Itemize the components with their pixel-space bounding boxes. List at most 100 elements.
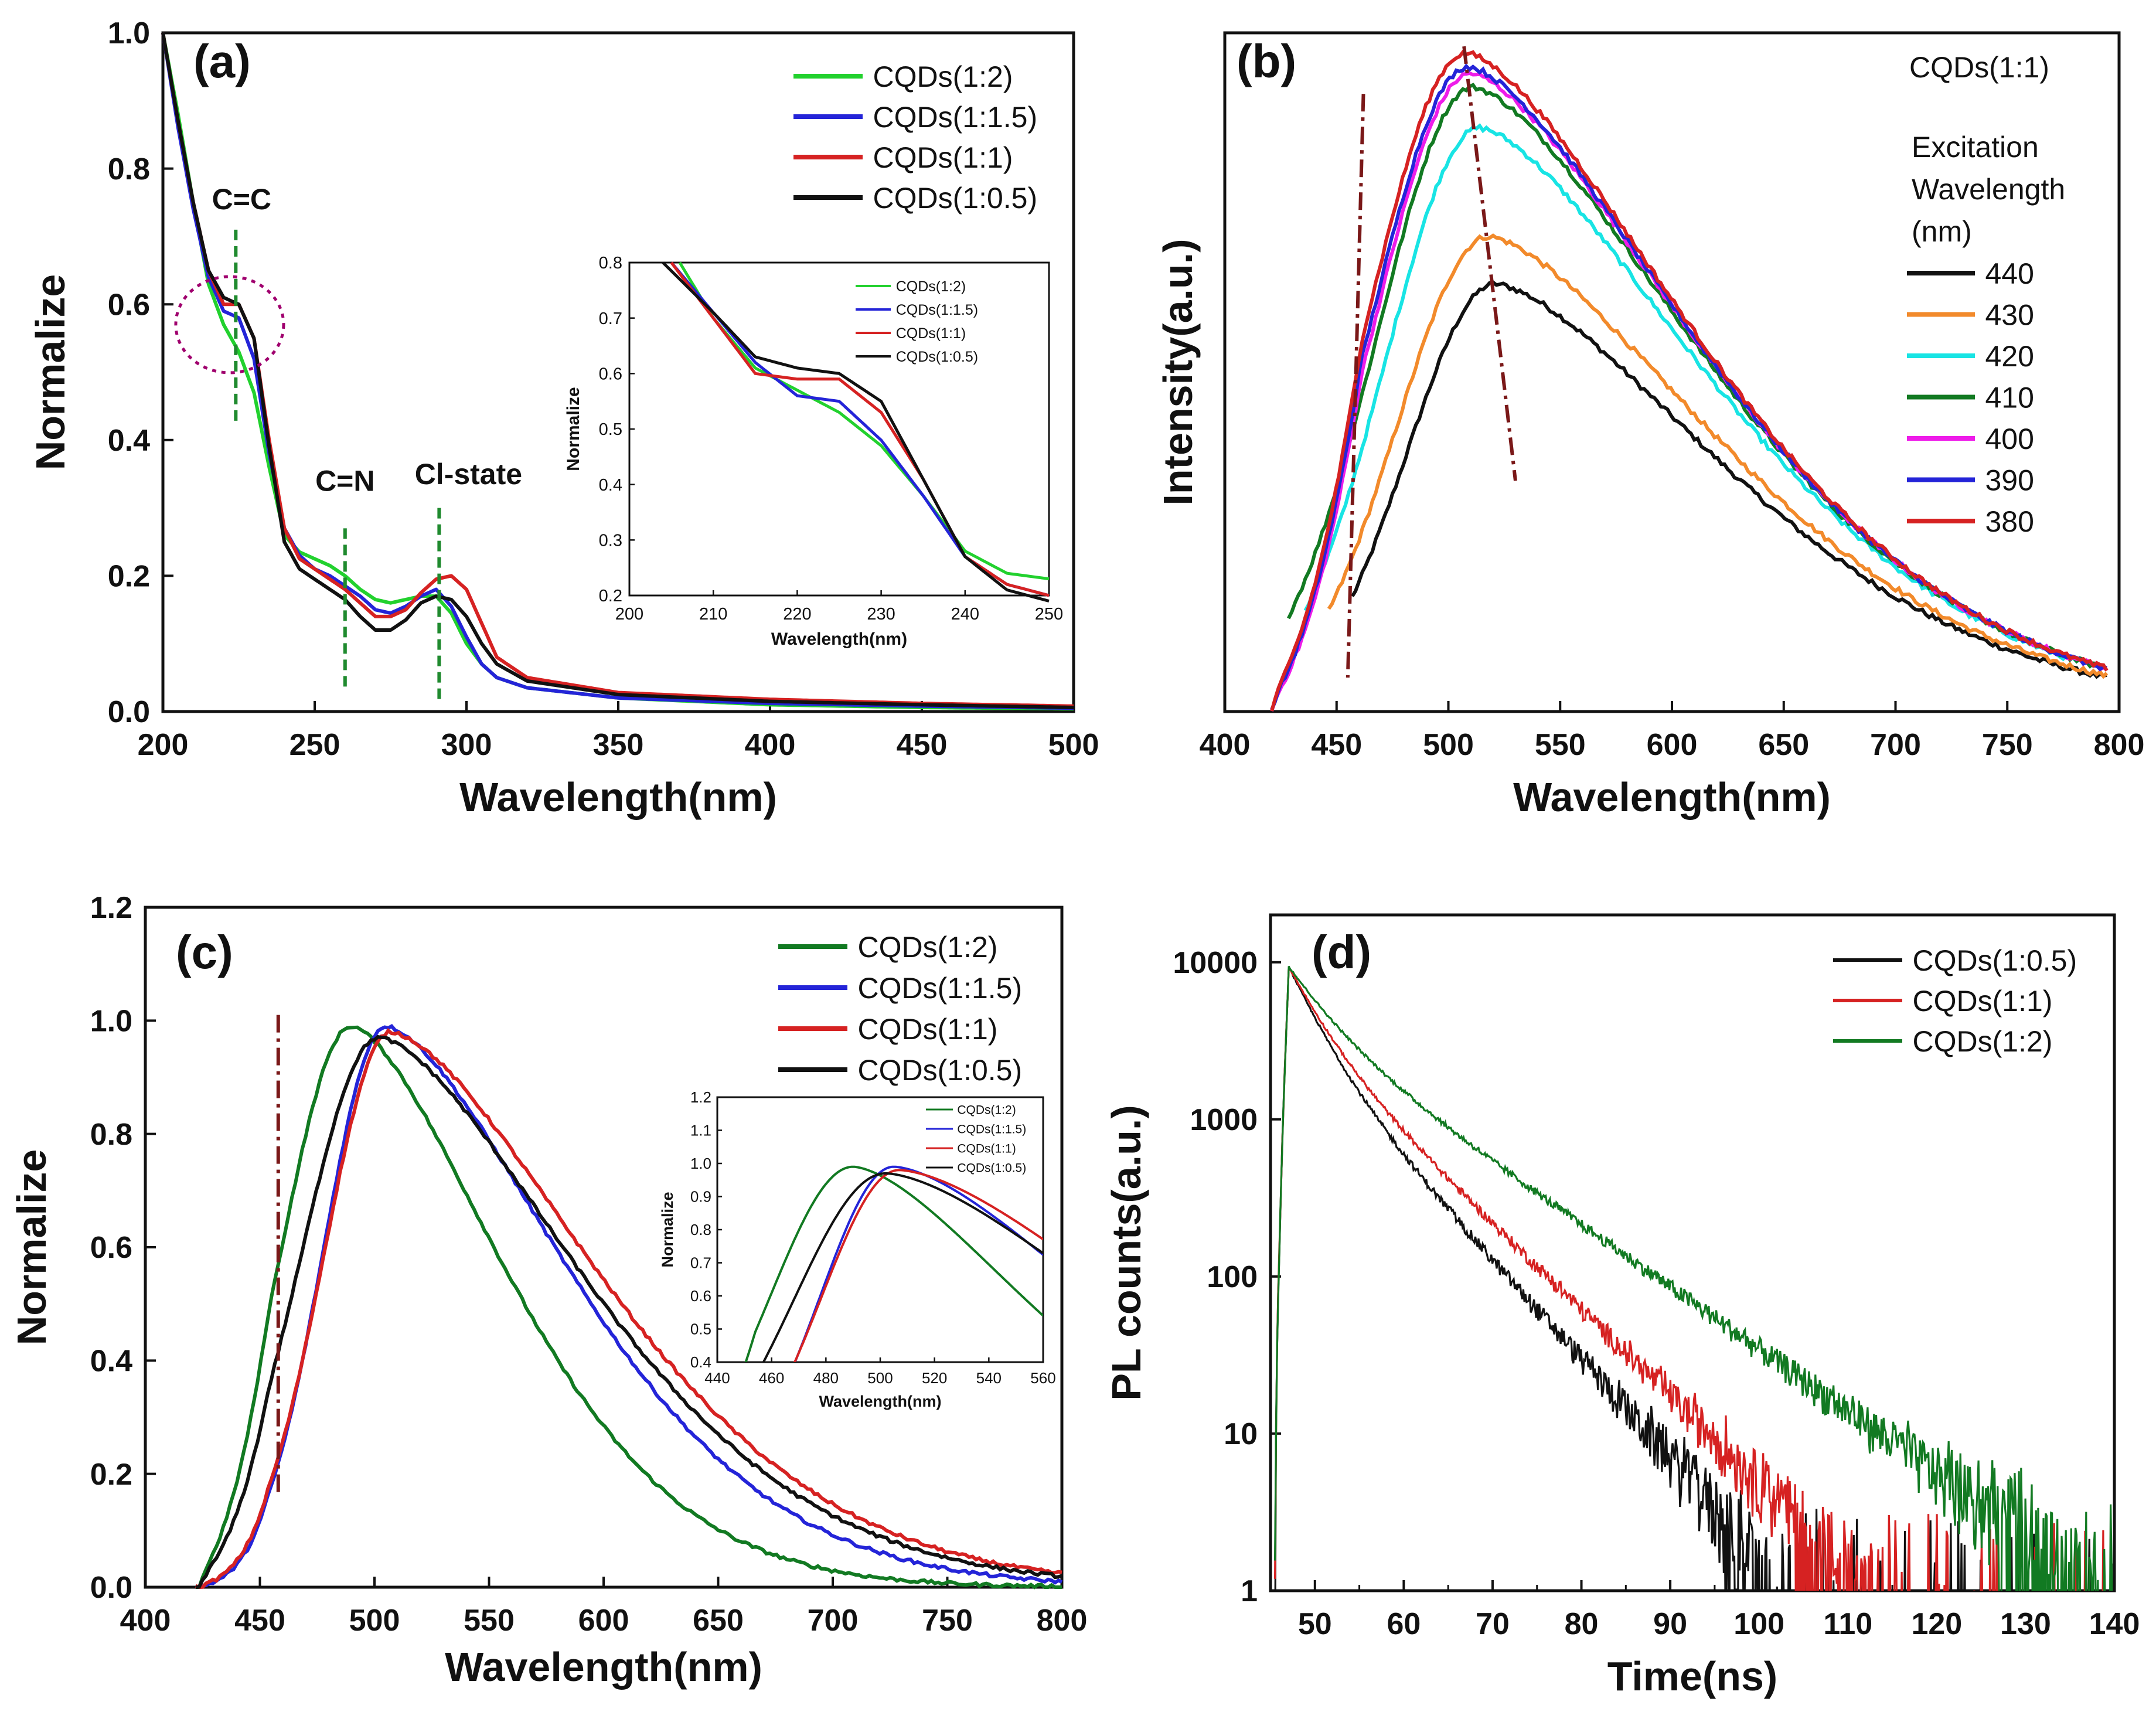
x-tick-label: 450 xyxy=(897,728,948,762)
panel-label: (b) xyxy=(1237,35,1296,87)
series-line-2 xyxy=(1327,233,2109,679)
legend-label: CQDs(1:1) xyxy=(858,1013,998,1046)
inset-a: 200 210 220 230 240 250 0.2 0.3 0.4 0.5 0.6 0.7 0.8 W… xyxy=(564,254,1063,649)
y-tick-label: 0.0 xyxy=(108,695,150,729)
legend-label: 440 xyxy=(1985,257,2034,290)
series-line-1 xyxy=(1274,967,2113,1591)
inset-series-line-3 xyxy=(670,261,1050,597)
x-tick-label: 210 xyxy=(699,605,727,624)
x-tick-label: 500 xyxy=(349,1604,400,1638)
x-axis-title: Time(ns) xyxy=(1607,1653,1777,1699)
legend-label: CQDs(1:1.5) xyxy=(873,101,1038,134)
x-tick-label: 650 xyxy=(1758,728,1809,762)
x-axis-title: Wavelength(nm) xyxy=(445,1644,762,1690)
series-line-7 xyxy=(1270,49,2109,712)
x-tick-label: 600 xyxy=(1647,728,1698,762)
x-tick-label: 120 xyxy=(1911,1607,1962,1641)
y-tick-label: 0.4 xyxy=(690,1353,711,1371)
inset-series-line-4 xyxy=(662,261,1050,603)
x-tick-label: 500 xyxy=(1423,728,1474,762)
legend-label: CQDs(1:2) xyxy=(957,1104,1016,1117)
y-tick-label: 0.4 xyxy=(599,476,622,495)
x-tick-label: 250 xyxy=(289,728,340,762)
y-tick-label: 0.8 xyxy=(108,152,150,186)
y-tick-label: 0.7 xyxy=(599,309,622,328)
y-tick-label: 0.4 xyxy=(90,1345,132,1379)
legend-label: CQDs(1:2) xyxy=(1913,1025,2053,1058)
plot-frame xyxy=(628,261,1050,597)
legend-label: CQDs(1:1) xyxy=(896,325,966,342)
plot-frame xyxy=(1269,913,2116,1592)
panel-d: 50 60 70 80 90 100 110 120 130 140110100100010000… xyxy=(1103,913,2140,1699)
x-tick-label: 200 xyxy=(138,728,189,762)
panel-a: 200 250 300 350 400 450 500 0.0 0.2 0.4 0.6 0.8 1.0 W… xyxy=(28,16,1099,820)
x-tick-label: 700 xyxy=(808,1604,859,1638)
x-tick-label: 800 xyxy=(2094,728,2145,762)
x-tick-label: 240 xyxy=(951,605,979,624)
x-tick-label: 750 xyxy=(1982,728,2033,762)
series-line-2 xyxy=(1274,966,2105,1591)
series-line-1 xyxy=(1350,280,2107,679)
legend-label: CQDs(1:0.5) xyxy=(896,349,978,365)
x-tick-label: 650 xyxy=(693,1604,744,1638)
legend-label: 400 xyxy=(1985,423,2034,455)
panel-label: (c) xyxy=(176,926,233,978)
y-tick-label: 1.2 xyxy=(690,1088,711,1106)
inset-series-line-4 xyxy=(762,1172,1043,1362)
legend-subtitle: Wavelength xyxy=(1912,173,2065,206)
y-tick-label: 0.8 xyxy=(90,1118,132,1152)
x-tick-label: 750 xyxy=(922,1604,973,1638)
series-line-4 xyxy=(195,1034,1062,1589)
series-line-3 xyxy=(1274,965,2113,1591)
x-tick-label: 300 xyxy=(441,728,492,762)
x-tick-label: 500 xyxy=(867,1369,893,1387)
x-tick-label: 480 xyxy=(813,1369,839,1387)
x-tick-label: 80 xyxy=(1565,1607,1599,1641)
y-tick-label: 0.8 xyxy=(599,254,622,273)
inset-series-group xyxy=(744,1165,1043,1362)
x-tick-label: 110 xyxy=(1823,1607,1872,1641)
annotation-label: Cl-state xyxy=(415,458,522,491)
panel-c: 400 450 500 550 600 650 700 750 800 0.0 0.2 0.4 0.6 0… xyxy=(9,891,1087,1690)
y-tick-label: 1.0 xyxy=(108,16,150,50)
x-axis-title: Wavelength(nm) xyxy=(459,774,777,820)
y-tick-label: 10000 xyxy=(1173,946,1258,980)
x-tick-label: 500 xyxy=(1048,728,1099,762)
legend-label: CQDs(1:2) xyxy=(896,278,966,295)
legend-label: 420 xyxy=(1985,340,2034,373)
y-tick-label: 1.1 xyxy=(690,1122,711,1139)
legend-label: CQDs(1:0.5) xyxy=(1913,944,2077,977)
y-tick-label: 0.5 xyxy=(690,1321,711,1338)
series-line-2 xyxy=(195,1024,1063,1589)
x-tick-label: 600 xyxy=(578,1604,629,1638)
inset-series-line-2 xyxy=(793,1165,1043,1362)
legend-label: CQDs(1:1) xyxy=(873,141,1013,174)
y-tick-label: 0.2 xyxy=(90,1458,132,1492)
y-axis-title: Intensity(a.u.) xyxy=(1155,239,1201,505)
series-line-1 xyxy=(196,1025,1062,1590)
y-tick-label: 0.5 xyxy=(599,420,622,439)
inset-series-line-1 xyxy=(678,261,1050,581)
y-axis-title: Normalize xyxy=(28,274,73,471)
x-tick-label: 450 xyxy=(234,1604,285,1638)
y-tick-label: 0.2 xyxy=(108,560,150,594)
panel-b: 400 450 500 550 600 650 700 750 800Wavelength(nm… xyxy=(1155,31,2145,820)
x-tick-label: 800 xyxy=(1037,1604,1088,1638)
legend-label: CQDs(1:0.5) xyxy=(873,182,1038,215)
x-tick-label: 90 xyxy=(1653,1607,1687,1641)
y-tick-label: 0.6 xyxy=(599,365,622,383)
x-tick-label: 560 xyxy=(1030,1369,1055,1387)
x-tick-label: 230 xyxy=(867,605,895,624)
legend-subtitle: (nm) xyxy=(1912,215,1972,248)
x-tick-label: 60 xyxy=(1387,1607,1421,1641)
x-tick-label: 130 xyxy=(2000,1607,2051,1641)
y-axis-title: Normalize xyxy=(659,1192,676,1267)
series-line-3 xyxy=(195,1028,1062,1590)
x-tick-label: 100 xyxy=(1733,1607,1784,1641)
x-axis-title: Wavelength(nm) xyxy=(771,629,907,649)
legend-label: CQDs(1:2) xyxy=(858,931,998,964)
y-tick-label: 1000 xyxy=(1190,1103,1258,1137)
y-tick-label: 0.7 xyxy=(690,1254,711,1272)
y-tick-label: 0.2 xyxy=(599,587,622,605)
